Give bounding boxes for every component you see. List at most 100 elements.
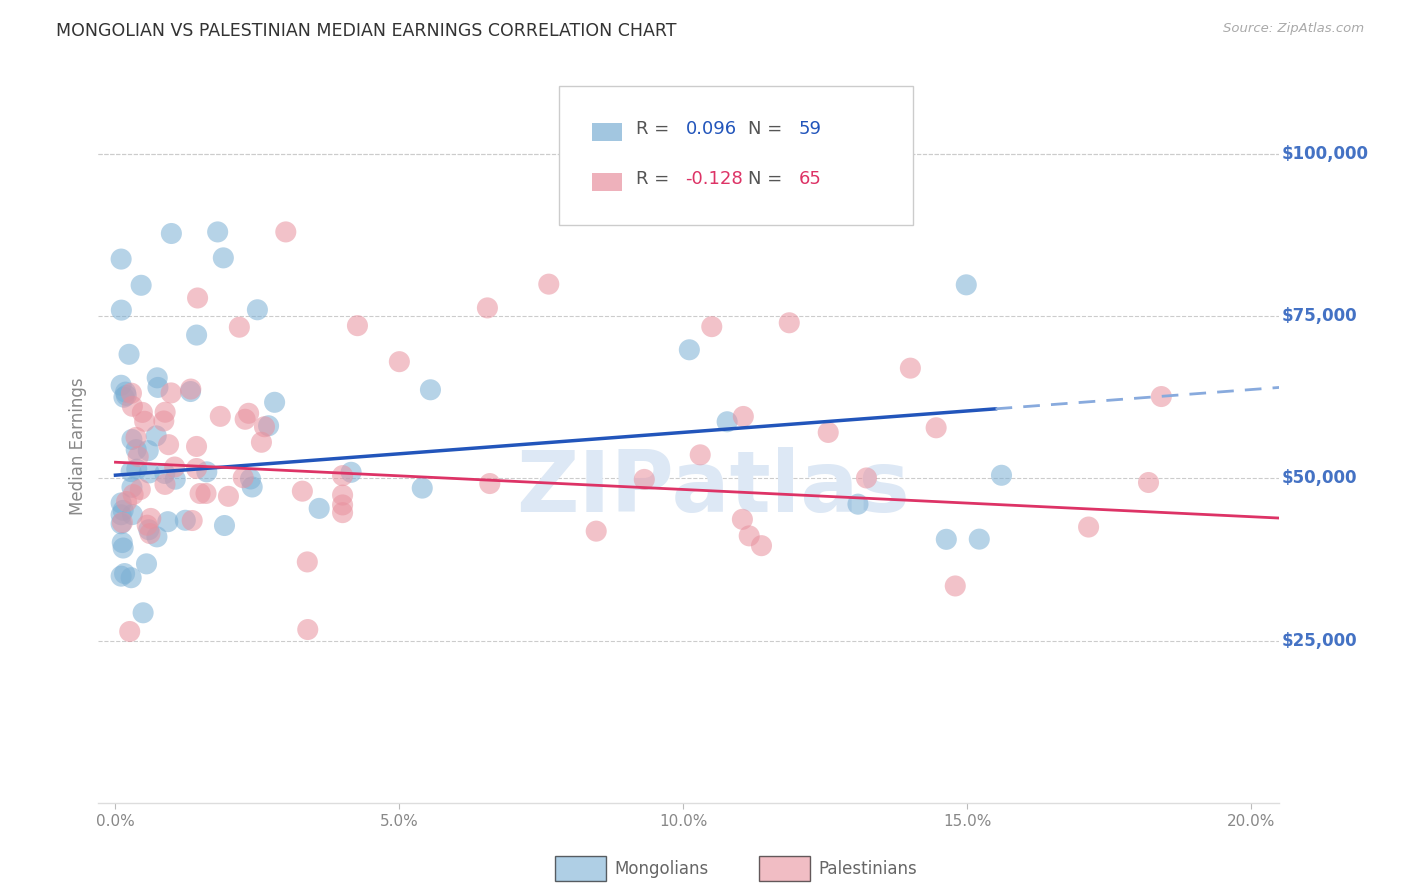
Point [110, 508, 132, 522]
Text: ZIPatlas: ZIPatlas [516, 447, 910, 531]
Text: 59: 59 [799, 120, 821, 137]
Text: N =: N = [748, 169, 787, 187]
Point [943, 579, 966, 593]
Point [110, 252, 132, 266]
Point [308, 501, 330, 516]
Text: Palestinians: Palestinians [818, 860, 917, 878]
Point [160, 227, 183, 241]
Point [115, 388, 138, 402]
Point [188, 486, 211, 500]
Point [180, 382, 202, 396]
Point [110, 496, 132, 510]
FancyBboxPatch shape [592, 123, 621, 141]
FancyBboxPatch shape [560, 86, 914, 225]
Point [689, 448, 711, 462]
Point [186, 440, 208, 454]
Point [111, 516, 134, 530]
Point [115, 494, 138, 508]
Point [186, 461, 208, 475]
Point [165, 472, 187, 486]
Point [700, 319, 723, 334]
Point [232, 471, 254, 485]
Text: 0.096: 0.096 [685, 120, 737, 137]
Point [186, 328, 208, 343]
Point [778, 316, 800, 330]
Text: MONGOLIAN VS PALESTINIAN MEDIAN EARNINGS CORRELATION CHART: MONGOLIAN VS PALESTINIAN MEDIAN EARNINGS… [56, 22, 676, 40]
Point [122, 487, 145, 501]
Point [121, 508, 143, 522]
Point [134, 414, 156, 428]
Point [139, 511, 162, 525]
Point [246, 302, 269, 317]
Point [419, 383, 441, 397]
Point [121, 433, 143, 447]
Point [136, 518, 159, 533]
Text: R =: R = [636, 169, 675, 187]
Point [332, 488, 354, 502]
Point [114, 385, 136, 400]
Point [121, 480, 143, 494]
Text: Mongolians: Mongolians [614, 860, 709, 878]
Point [209, 409, 232, 424]
Point [114, 566, 136, 581]
Text: $75,000: $75,000 [1282, 307, 1357, 326]
Point [274, 225, 297, 239]
Point [537, 277, 560, 292]
Point [135, 557, 157, 571]
Point [146, 371, 169, 385]
Point [678, 343, 700, 357]
Point [346, 318, 368, 333]
Point [332, 468, 354, 483]
Text: N =: N = [748, 120, 787, 137]
Point [477, 301, 499, 315]
Point [145, 429, 167, 443]
Y-axis label: Median Earnings: Median Earnings [69, 377, 87, 515]
Point [136, 443, 159, 458]
Point [121, 399, 143, 413]
Point [388, 354, 411, 368]
Point [153, 405, 176, 419]
Point [139, 526, 162, 541]
Point [478, 476, 501, 491]
Point [633, 472, 655, 486]
Point [214, 518, 236, 533]
Point [153, 467, 176, 481]
Point [250, 435, 273, 450]
Point [187, 291, 209, 305]
Text: 65: 65 [799, 169, 821, 187]
Point [125, 462, 148, 476]
Point [157, 438, 180, 452]
Point [163, 460, 186, 475]
Point [297, 555, 319, 569]
Point [131, 405, 153, 419]
Point [846, 497, 869, 511]
Point [125, 442, 148, 457]
Point [110, 303, 132, 318]
Point [110, 516, 132, 531]
Point [233, 412, 256, 426]
Text: $25,000: $25,000 [1282, 632, 1357, 649]
Point [110, 569, 132, 583]
Point [900, 361, 922, 376]
Point [217, 489, 239, 503]
Point [253, 419, 276, 434]
Point [179, 384, 201, 399]
Point [240, 480, 263, 494]
Point [138, 523, 160, 537]
Point [112, 503, 135, 517]
Point [1077, 520, 1099, 534]
Point [935, 533, 957, 547]
Point [118, 347, 141, 361]
Point [207, 225, 229, 239]
Point [332, 506, 354, 520]
Point [153, 414, 176, 428]
Point [291, 484, 314, 499]
Point [297, 623, 319, 637]
Point [212, 251, 235, 265]
Point [174, 513, 197, 527]
Text: R =: R = [636, 120, 675, 137]
Point [129, 483, 152, 497]
Point [132, 606, 155, 620]
Point [195, 486, 218, 500]
Point [228, 320, 250, 334]
